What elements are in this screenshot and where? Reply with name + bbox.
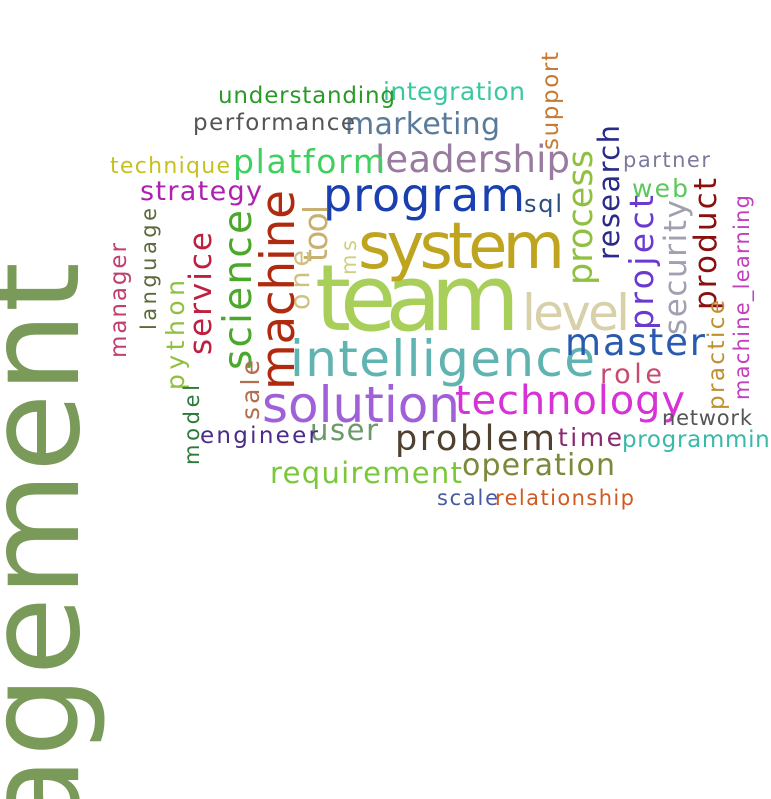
word: tool [296, 205, 335, 262]
word: product [688, 178, 724, 310]
word: research [592, 125, 626, 260]
word: intelligence [290, 330, 595, 388]
word: one [285, 250, 316, 310]
word: operation [462, 448, 615, 483]
word: master [565, 321, 706, 364]
word: platform [233, 142, 385, 181]
word: technology [455, 378, 685, 424]
word: program [323, 168, 525, 222]
word: ms [337, 240, 361, 275]
word: sale [236, 360, 265, 420]
word: scale [437, 486, 498, 510]
word: marketing [345, 107, 500, 142]
word: manager [106, 242, 132, 358]
word: level [522, 284, 630, 342]
word: sql [524, 190, 562, 218]
word: user [310, 413, 378, 447]
word: support [538, 52, 564, 150]
word: performance [193, 110, 355, 136]
word: team [315, 245, 520, 352]
word: process [561, 150, 601, 285]
word: management [0, 262, 109, 799]
word: system [358, 210, 565, 284]
word: strategy [140, 176, 262, 207]
word: partner [623, 148, 710, 172]
word: language [137, 208, 161, 330]
word: practice [704, 300, 730, 410]
word: technique [110, 154, 230, 179]
word: project [622, 195, 661, 330]
word: programming [622, 427, 771, 453]
word: understanding [218, 83, 395, 109]
word: network [662, 406, 753, 430]
word: leadership [375, 138, 570, 181]
word: machine [251, 190, 306, 390]
word: problem [395, 419, 555, 459]
word: web [632, 174, 688, 203]
word: relationship [495, 486, 634, 510]
word: model [180, 385, 204, 465]
word: integration [383, 77, 525, 106]
word: requirement [270, 456, 462, 490]
word: machine_learning [730, 195, 755, 400]
word: solution [262, 376, 460, 434]
word: engineer [200, 423, 319, 449]
word: science [216, 210, 261, 370]
word: security [658, 200, 694, 335]
